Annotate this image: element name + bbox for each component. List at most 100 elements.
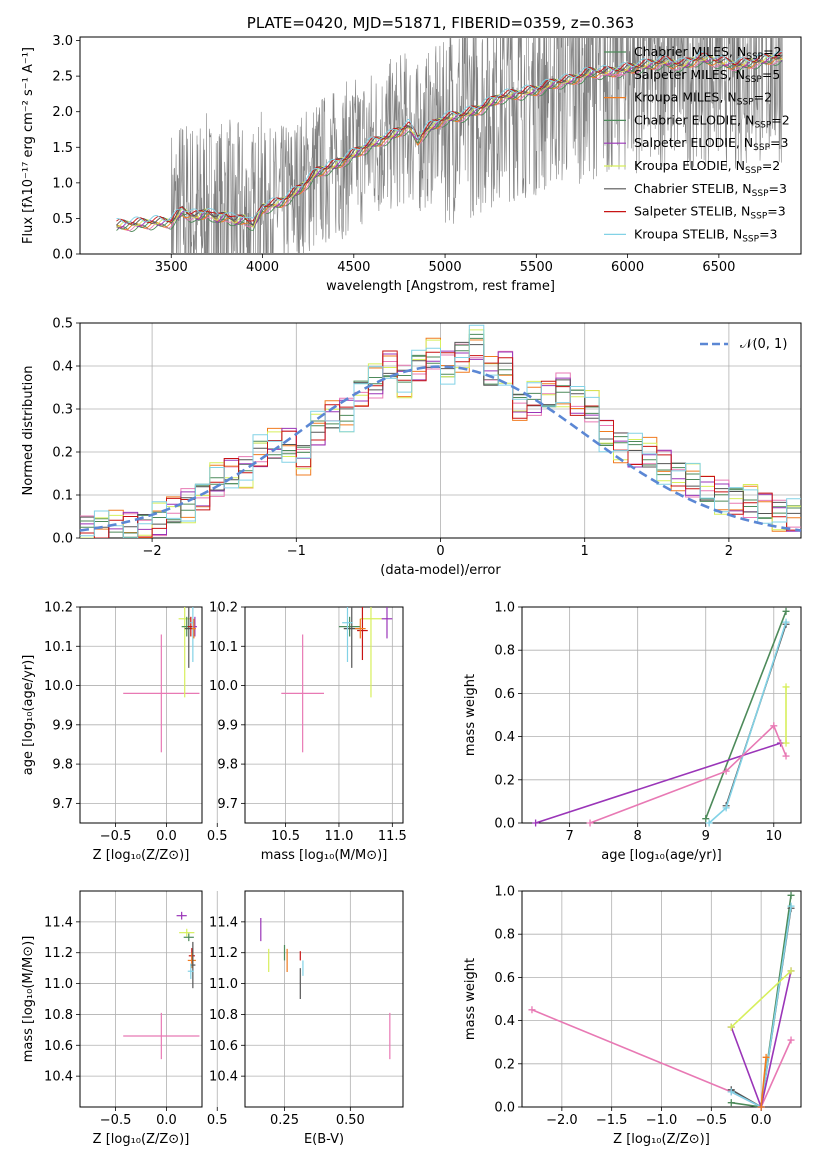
weight-line-5 — [730, 970, 792, 1028]
weight-marker-2-1 — [722, 804, 730, 812]
weight-marker-5-1 — [787, 967, 795, 975]
axes-age-vs-Z — [76, 606, 218, 827]
tick-label-y: 9.7 — [217, 797, 238, 812]
tick-label-y: 11.4 — [209, 915, 238, 930]
y-axis-label: mass weight — [463, 674, 478, 756]
y-axis-label: mass weight — [463, 958, 478, 1040]
tick-label-y: 10.0 — [44, 679, 73, 694]
tick-label-y: 1.0 — [494, 601, 515, 616]
legend-entry-7: Salpeter STELIB, NSSP=3 — [634, 204, 786, 222]
tick-label-x: 9 — [702, 829, 710, 844]
tick-label-x: 5000 — [429, 260, 462, 275]
tick-label-x: 0.0 — [156, 1113, 177, 1128]
tick-label-x: −0.5 — [100, 1113, 132, 1128]
tick-label-y: 0.8 — [494, 928, 515, 943]
tick-label-x: 4000 — [246, 260, 279, 275]
x-axis-label: mass [log₁₀(M/M⊙)] — [261, 848, 388, 863]
weight-marker-3-2 — [787, 902, 795, 910]
tick-label-x: 0.25 — [270, 1113, 299, 1128]
legend-entry-gauss: 𝒩(0, 1) — [740, 337, 787, 352]
tick-label-x: 3500 — [155, 260, 188, 275]
tick-label-y: 10.2 — [44, 601, 73, 616]
axes-spectrum — [76, 36, 802, 258]
weight-marker-5-0 — [782, 739, 790, 747]
plot-frame — [521, 606, 802, 824]
model-spectrum-7 — [116, 51, 783, 225]
weight-marker-4-1 — [722, 767, 730, 775]
gaussian-curve — [79, 365, 802, 532]
weight-marker-6-1 — [762, 1053, 770, 1061]
tick-label-y: 0.0 — [52, 248, 73, 263]
tick-label-y: 0.8 — [494, 644, 515, 659]
weight-marker-6-0 — [757, 1103, 765, 1111]
tick-label-y: 0.5 — [52, 317, 73, 332]
tick-label-x: 6500 — [702, 260, 735, 275]
legend-entry-1: Salpeter MILES, NSSP=5 — [634, 67, 780, 85]
tick-label-y: 10.6 — [209, 1039, 238, 1054]
y-axis-label: Flux [fλ10⁻¹⁷ erg cm⁻² s⁻¹ A⁻¹] — [21, 47, 36, 244]
weight-marker-2-0 — [705, 819, 713, 827]
tick-label-y: 0.5 — [52, 212, 73, 227]
tick-label-x: 10.5 — [271, 829, 300, 844]
legend-entry-4: Salpeter ELODIE, NSSP=3 — [634, 135, 788, 153]
tick-label-y: 11.0 — [209, 977, 238, 992]
legend-entry-6: Chabrier STELIB, NSSP=3 — [634, 181, 787, 199]
tick-label-x: 0.5 — [207, 829, 228, 844]
tick-label-x: 0.5 — [207, 1113, 228, 1128]
tick-label-x: 6000 — [611, 260, 644, 275]
axes-weight-vs-age — [518, 606, 802, 827]
tick-label-y: 0.3 — [52, 403, 73, 418]
legend-entry-2: Kroupa MILES, NSSP=2 — [634, 90, 772, 108]
tick-label-x: −1.0 — [646, 1113, 678, 1128]
weight-marker-0-1 — [782, 607, 790, 615]
tick-label-x: 10 — [766, 829, 783, 844]
tick-label-x: −2 — [143, 544, 162, 559]
plot-frame — [79, 322, 802, 539]
weight-marker-0-3 — [787, 1036, 795, 1044]
axes-mass-vs-EBV — [241, 890, 404, 1111]
tick-label-x: 5500 — [520, 260, 553, 275]
plot-frame — [244, 606, 404, 824]
tick-label-y: 0.4 — [52, 360, 73, 375]
x-axis-label: wavelength [Angstrom, rest frame] — [326, 279, 555, 294]
tick-label-y: 9.9 — [217, 718, 238, 733]
tick-label-y: 11.4 — [44, 915, 73, 930]
axes-mass-vs-Z — [76, 890, 218, 1111]
weight-line-2 — [708, 621, 787, 824]
tick-label-y: 10.1 — [44, 640, 73, 655]
weight-marker-4-3 — [782, 752, 790, 760]
tick-label-y: 10.8 — [209, 1008, 238, 1023]
tick-label-x: 11.5 — [378, 829, 407, 844]
weight-marker-1-0 — [727, 1099, 735, 1107]
tick-label-x: −1.5 — [596, 1113, 628, 1128]
model-spectrum-8 — [116, 50, 783, 224]
tick-label-x: −0.5 — [696, 1113, 728, 1128]
tick-label-y: 0.0 — [494, 1101, 515, 1116]
tick-label-y: 10.0 — [209, 679, 238, 694]
tick-label-x: 1 — [581, 544, 589, 559]
tick-label-y: 0.4 — [494, 1014, 515, 1029]
plot-frame — [79, 890, 203, 1108]
tick-label-y: 10.1 — [209, 640, 238, 655]
tick-label-y: 11.2 — [44, 946, 73, 961]
tick-label-y: 2.5 — [52, 70, 73, 85]
weight-marker-0-0 — [702, 815, 710, 823]
legend-entry-5: Kroupa ELODIE, NSSP=2 — [634, 158, 780, 176]
y-axis-label: Normed distribution — [21, 366, 36, 496]
weight-marker-3-0 — [727, 1088, 735, 1096]
x-axis-label: Z [log₁₀(Z/Z⊙)] — [613, 1132, 710, 1147]
tick-label-y: 1.5 — [52, 141, 73, 156]
weight-marker-1-2 — [787, 891, 795, 899]
tick-label-y: 10.4 — [209, 1070, 238, 1085]
tick-label-x: 0.0 — [751, 1113, 772, 1128]
weight-marker-3-0 — [532, 819, 540, 827]
x-axis-label: Z [log₁₀(Z/Z⊙)] — [93, 1132, 190, 1147]
plot-frame — [521, 890, 802, 1108]
model-spectrum-2 — [116, 57, 783, 231]
legend-entry-0: Chabrier MILES, NSSP=2 — [634, 44, 782, 62]
tick-label-y: 2.0 — [52, 105, 73, 120]
residual-hist-8 — [80, 324, 801, 538]
axes-residuals — [76, 322, 802, 542]
legend-entry-8: Kroupa STELIB, NSSP=3 — [634, 226, 778, 244]
